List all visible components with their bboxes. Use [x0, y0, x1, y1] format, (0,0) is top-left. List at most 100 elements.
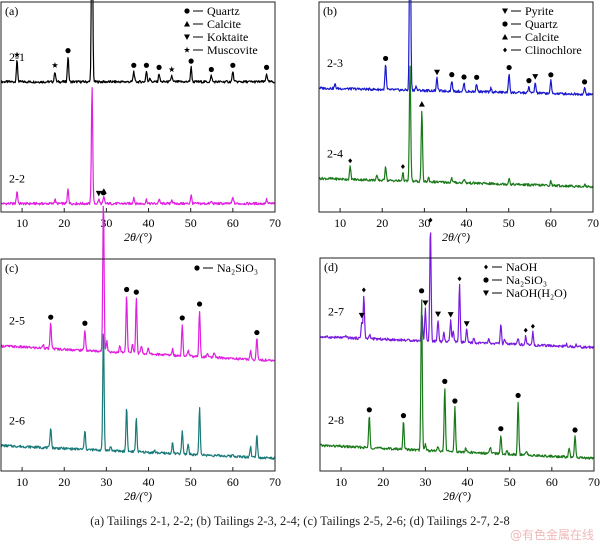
legend-label: Calcite — [207, 17, 241, 31]
legend-label: Koktaite — [207, 30, 248, 44]
peak-marker-circle — [581, 79, 588, 85]
legend-marker-circle — [483, 277, 489, 283]
peak-marker-circle — [131, 62, 137, 68]
x-tick-label: 20 — [58, 475, 70, 489]
x-tick-label: 40 — [143, 216, 155, 230]
x-tick-label: 30 — [418, 216, 430, 230]
peak-marker-circle — [263, 64, 270, 70]
series-label-2-1: 2-1 — [9, 50, 25, 64]
peak-marker-star — [168, 66, 175, 73]
peak-marker-circle — [452, 398, 458, 404]
legend-marker-diamond — [484, 264, 488, 270]
peak-marker-diamond — [523, 327, 528, 333]
series-label-2-8: 2-8 — [328, 413, 344, 427]
x-tick-label: 50 — [503, 216, 515, 230]
legend-label: Pyrite — [525, 4, 554, 18]
legend-label: Na₂SiO₃ — [506, 273, 547, 287]
legend-marker-circle — [502, 21, 508, 27]
peak-marker-circle — [442, 378, 448, 384]
x-tick-label: 30 — [419, 475, 431, 489]
x-tick-label: 10 — [334, 216, 346, 230]
x-tick-label: 30 — [100, 216, 112, 230]
peak-marker-circle — [65, 48, 71, 54]
x-tick-label: 20 — [377, 475, 389, 489]
series-label-2-6: 2-6 — [9, 413, 25, 427]
legend-label: Muscovite — [207, 43, 258, 57]
series-label-2-3: 2-3 — [327, 56, 343, 70]
peak-marker-diamond — [348, 158, 353, 164]
x-tick-label: 10 — [16, 475, 28, 489]
peak-marker-triangle-up — [418, 101, 425, 107]
x-tick-label: 60 — [227, 216, 239, 230]
peak-marker-diamond — [361, 287, 366, 293]
x-tick-label: 20 — [376, 216, 388, 230]
x-tick-label: 50 — [185, 216, 197, 230]
peak-marker-circle — [572, 427, 578, 433]
series-line-2-3 — [318, 0, 594, 97]
legend-label: NaOH — [506, 260, 538, 274]
peak-marker-triangle-down — [95, 190, 102, 197]
peak-marker-circle — [188, 58, 194, 64]
peak-marker-star — [13, 51, 21, 58]
x-axis-label: 2θ/(°) — [124, 489, 152, 503]
peak-marker-star — [51, 62, 58, 68]
x-tick-label: 50 — [185, 475, 197, 489]
plot-frame — [0, 258, 276, 472]
chart-panel-c: 2-5 2-6 10 20 30 40 50 60 70 2θ/(°) (c) Na₂SiO₃ — [0, 190, 281, 503]
figure-caption: (a) Tailings 2-1, 2-2; (b) Tailings 2-3,… — [90, 514, 510, 528]
series-line-2-5 — [0, 205, 276, 363]
series-line-2-6 — [0, 333, 276, 460]
panel-label: (a) — [5, 4, 18, 18]
x-tick-label: 70 — [269, 216, 281, 230]
chart-panel-b: 2-3 2-4 10 20 30 40 50 60 70 2θ/(°) (b) PyriteQuart… — [318, 0, 599, 244]
x-tick-label: 40 — [461, 216, 473, 230]
peak-marker-triangle-down — [447, 312, 454, 318]
peak-marker-diamond — [400, 164, 405, 169]
chart-panel-d: 2-7 2-8 10 20 30 40 50 60 70 2θ/(°) (d) NaOHNa₂SiO₃… — [319, 217, 600, 503]
legend-label: Na₂SiO₃ — [217, 261, 258, 275]
x-tick-label: 20 — [58, 216, 70, 230]
x-tick-label: 30 — [100, 475, 112, 489]
series-label-2-5: 2-5 — [9, 314, 25, 328]
peak-marker-diamond — [530, 323, 535, 329]
legend-label: Quartz — [207, 4, 240, 18]
legend-marker-triangle-down — [483, 290, 489, 296]
peak-marker-circle — [418, 288, 425, 294]
legend-marker-triangle-down — [502, 8, 508, 14]
x-tick-label: 40 — [143, 475, 155, 489]
peak-marker-circle — [449, 72, 455, 78]
x-axis-label: 2θ/(°) — [443, 489, 471, 503]
peak-marker-diamond — [428, 217, 433, 223]
peak-marker-circle — [366, 407, 372, 413]
x-tick-label: 10 — [335, 475, 347, 489]
peak-marker-circle — [156, 64, 162, 70]
peak-marker-circle — [230, 62, 236, 68]
peak-marker-circle — [498, 426, 504, 432]
legend-marker-star — [183, 46, 191, 53]
series-line-2-8 — [319, 299, 595, 460]
legend-marker-triangle-up — [502, 34, 508, 40]
x-axis-label: 2θ/(°) — [124, 230, 152, 244]
legend-marker-diamond — [503, 47, 507, 53]
peak-marker-circle — [526, 78, 532, 84]
legend-label: Clinochlore — [525, 43, 582, 57]
legend-marker-triangle-down — [184, 34, 190, 40]
legend-label: Calcite — [525, 30, 559, 44]
x-tick-label: 40 — [462, 475, 474, 489]
peak-marker-circle — [100, 190, 107, 196]
peak-marker-circle — [143, 62, 150, 68]
peak-marker-circle — [208, 66, 214, 73]
peak-marker-circle — [548, 72, 554, 78]
peak-marker-circle — [400, 413, 407, 419]
peak-marker-circle — [48, 314, 54, 320]
legend-marker-triangle-up — [184, 21, 190, 27]
plot-frame — [0, 1, 276, 213]
panel-label: (c) — [5, 261, 18, 275]
peak-marker-triangle-down — [463, 321, 470, 327]
series-line-2-7 — [319, 232, 595, 349]
peak-marker-circle — [254, 329, 260, 336]
peak-marker-circle — [461, 74, 467, 80]
series-line-2-2 — [0, 87, 276, 206]
series-label-2-2: 2-2 — [9, 172, 25, 186]
